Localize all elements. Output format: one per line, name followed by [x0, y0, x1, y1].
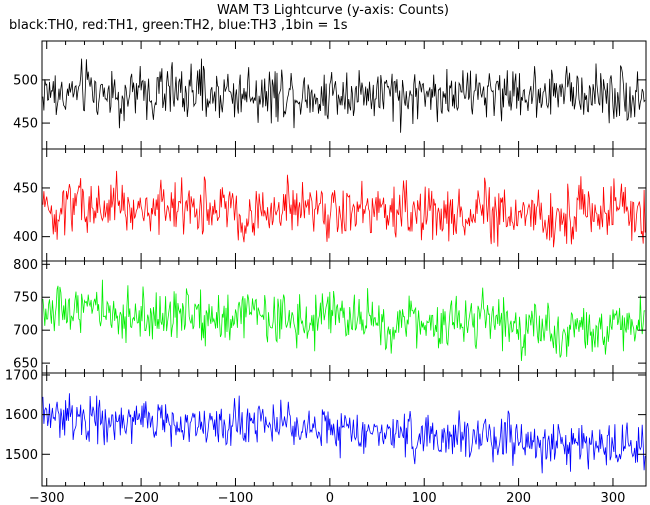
- panel-frame: [41, 148, 647, 262]
- panel-th1: 400 450: [13, 148, 647, 262]
- x-tick-label: 300: [601, 491, 626, 505]
- y-tick-label: 750: [13, 291, 38, 306]
- series-line-th3: [42, 393, 646, 474]
- y-tick-label: 400: [13, 230, 38, 245]
- y-tick-label: 1600: [5, 408, 38, 423]
- panel-th2: 650 700 750 800: [13, 258, 647, 374]
- x-tick-label: 200: [506, 491, 531, 505]
- x-tick-label: −100: [218, 491, 254, 505]
- y-tick-label: 450: [13, 181, 38, 196]
- panel-frame: [41, 372, 647, 487]
- panel-th3: 1500 1600 1700: [5, 368, 647, 487]
- y-tick-label: 450: [13, 117, 38, 132]
- y-tick-label: 1500: [5, 448, 38, 463]
- x-tick-label: −200: [123, 491, 159, 505]
- chart-subtitle: black:TH0, red:TH1, green:TH2, blue:TH3 …: [9, 18, 348, 33]
- y-tick-label: 700: [13, 324, 38, 339]
- series-line-th1: [42, 170, 646, 248]
- panel-frame: [41, 260, 647, 374]
- panels-group: 450 500 400 450 650 700 750 800 1500 1600 1700 −300…: [5, 40, 647, 505]
- panel-th0: 450 500: [13, 40, 647, 150]
- y-tick-label: 1700: [5, 368, 38, 383]
- x-tick-label: 0: [326, 491, 334, 505]
- x-tick-label: −300: [29, 491, 65, 505]
- x-tick-label: 100: [412, 491, 437, 505]
- y-tick-label: 800: [13, 258, 38, 273]
- series-line-th2: [42, 279, 646, 362]
- chart-title: WAM T3 Lightcurve (y-axis: Counts): [217, 3, 449, 18]
- series-line-th0: [42, 58, 646, 133]
- y-tick-label: 650: [13, 357, 38, 372]
- y-tick-label: 500: [13, 73, 38, 88]
